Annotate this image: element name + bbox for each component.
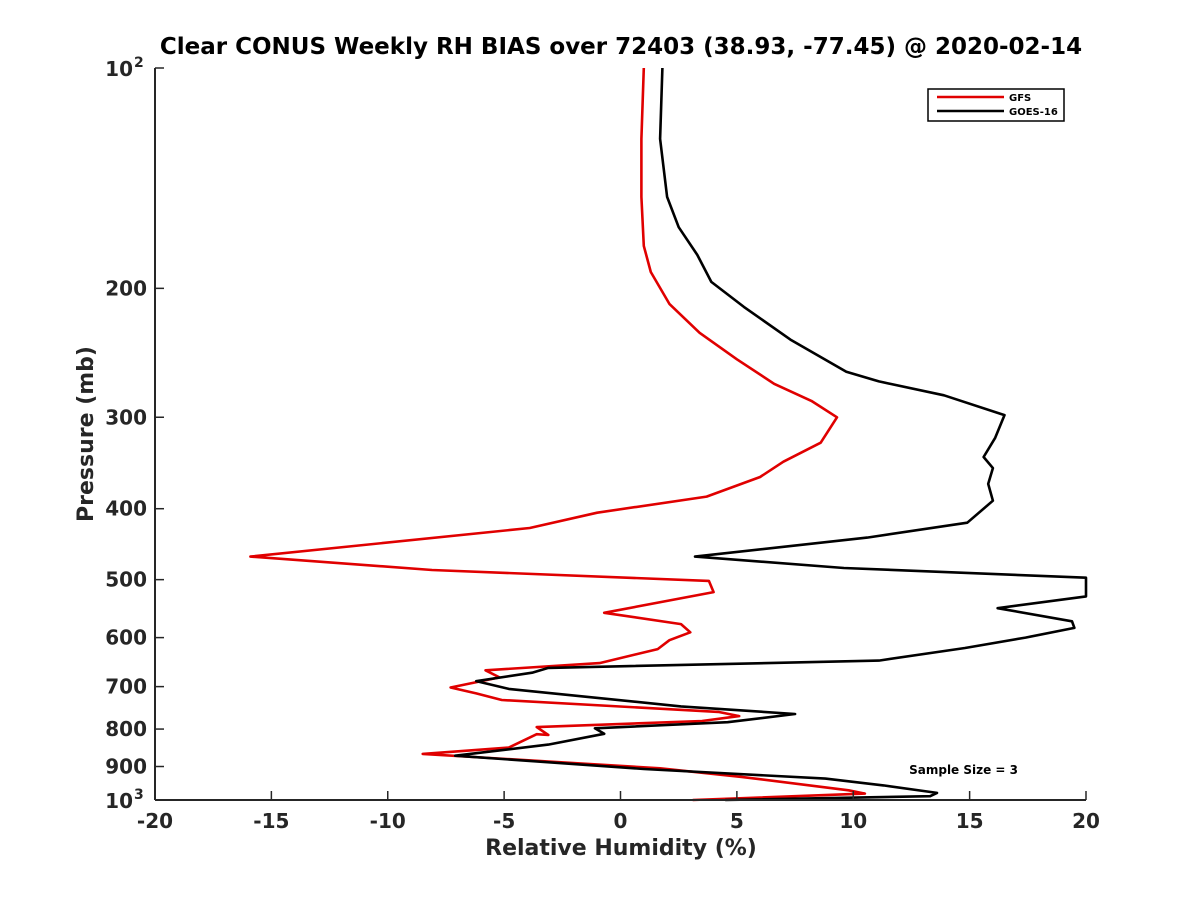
series-layer <box>249 67 1088 802</box>
x-tick-label: 5 <box>730 809 744 833</box>
y-tick-label: 10 <box>105 57 133 81</box>
y-tick-label-exponent: 2 <box>134 55 144 71</box>
y-tick-label: 800 <box>105 717 147 741</box>
x-tick-label: -5 <box>493 809 515 833</box>
x-tick-label: -20 <box>137 809 173 833</box>
y-tick-label: 500 <box>105 568 147 592</box>
series-line-gfs <box>249 67 867 802</box>
series-line-goes16 <box>453 67 1088 802</box>
legend-label-gfs: GFS <box>1009 93 1031 104</box>
x-ticks: -20 -15 -10 -5 0 5 10 15 20 <box>137 791 1100 833</box>
legend-box <box>927 88 1065 122</box>
x-tick-label: 10 <box>839 809 867 833</box>
sample-size-annotation: Sample Size = 3 <box>909 763 1018 777</box>
legend: GFS GOES-16 <box>927 88 1065 122</box>
x-axis-label: Relative Humidity (%) <box>485 836 757 861</box>
x-tick-label: -15 <box>253 809 289 833</box>
y-tick-label: 10 <box>105 789 133 813</box>
x-tick-label: 20 <box>1072 809 1100 833</box>
y-tick-label: 700 <box>105 675 147 699</box>
x-tick-label: -10 <box>370 809 406 833</box>
y-tick-label: 400 <box>105 497 147 521</box>
x-tick-label: 0 <box>614 809 628 833</box>
y-tick-label: 300 <box>105 405 147 429</box>
chart-title: Clear CONUS Weekly RH BIAS over 72403 (3… <box>160 34 1082 60</box>
y-tick-label-exponent: 3 <box>134 787 144 803</box>
y-tick-label: 600 <box>105 626 147 650</box>
y-tick-label: 900 <box>105 755 147 779</box>
x-tick-label: 15 <box>956 809 984 833</box>
y-tick-label: 200 <box>105 276 147 300</box>
legend-label-goes16: GOES-16 <box>1009 107 1058 118</box>
plot-frame <box>155 68 1086 800</box>
y-axis-label: Pressure (mb) <box>74 346 99 522</box>
